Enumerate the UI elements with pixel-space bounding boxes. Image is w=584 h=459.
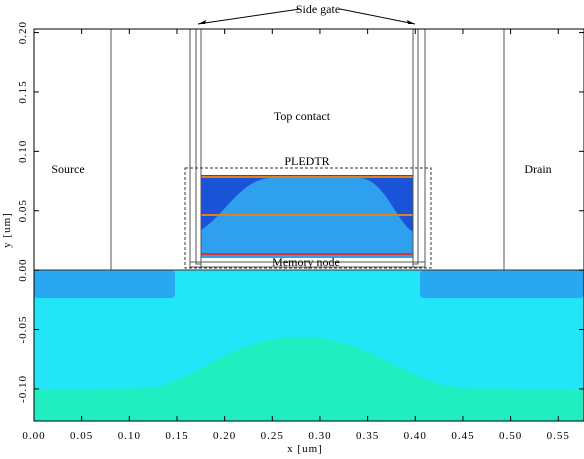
x-tick-label: 0.00 bbox=[22, 430, 45, 442]
y-tick-label: -0.05 bbox=[17, 316, 29, 344]
y-tick-label: -0.10 bbox=[17, 375, 29, 403]
x-tick-label: 0.05 bbox=[70, 430, 93, 442]
x-tick-label: 0.55 bbox=[547, 430, 570, 442]
x-tick-label: 0.25 bbox=[261, 430, 284, 442]
y-tick-label: 0.05 bbox=[17, 199, 29, 222]
x-tick-label: 0.45 bbox=[451, 430, 474, 442]
annotation: PLEDTR bbox=[284, 154, 329, 168]
x-axis-label: x [um] bbox=[287, 443, 323, 454]
y-tick-label: 0.00 bbox=[17, 259, 29, 282]
x-tick-label: 0.10 bbox=[118, 430, 141, 442]
x-tick-label: 0.50 bbox=[499, 430, 522, 442]
annotation: Top contact bbox=[274, 109, 331, 123]
y-tick-label: 0.20 bbox=[17, 21, 29, 44]
annotation: Drain bbox=[524, 162, 551, 176]
y-tick-label: 0.15 bbox=[17, 80, 29, 103]
x-tick-label: 0.15 bbox=[165, 430, 188, 442]
annotation: Memory node bbox=[272, 255, 340, 269]
x-tick-label: 0.35 bbox=[356, 430, 379, 442]
y-axis-label: y [um] bbox=[1, 212, 13, 248]
device-regions bbox=[33, 8, 584, 422]
y-tick-label: 0.10 bbox=[17, 140, 29, 163]
x-tick-label: 0.40 bbox=[404, 430, 427, 442]
x-tick-label: 0.30 bbox=[308, 430, 331, 442]
x-tick-label: 0.20 bbox=[213, 430, 236, 442]
annotation: Source bbox=[51, 162, 84, 176]
annotation: Side gate bbox=[296, 2, 340, 16]
